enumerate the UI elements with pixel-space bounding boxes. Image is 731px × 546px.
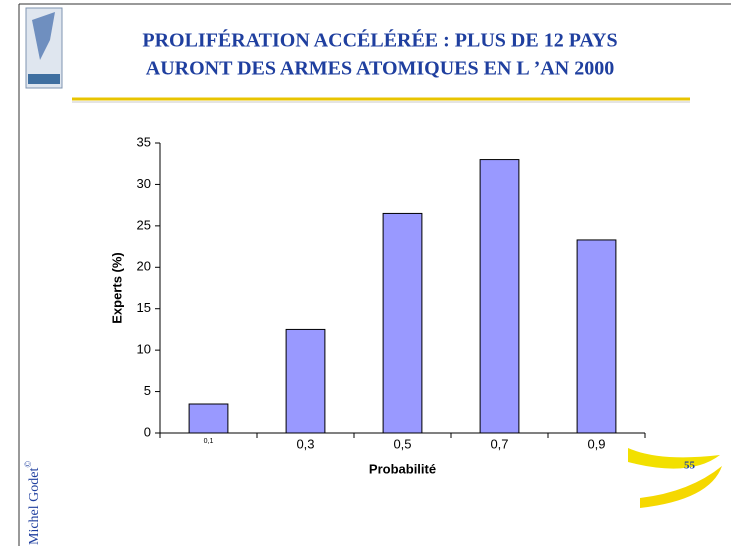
title-line: PROLIFÉRATION ACCÉLÉRÉE : PLUS DE 12 PAY… (142, 29, 617, 52)
author: Michel Godet© (23, 461, 42, 545)
y-tick-label: 5 (144, 383, 151, 398)
bar (576, 239, 617, 434)
x-tick-label: 0,5 (393, 436, 411, 451)
y-tick-label: 20 (137, 259, 151, 274)
y-tick-label: 35 (137, 134, 151, 149)
bar (479, 159, 520, 434)
y-tick-label: 25 (137, 217, 151, 232)
title-line: AURONT DES ARMES ATOMIQUES EN L ’AN 2000 (146, 58, 614, 80)
page-number: 55 (684, 460, 696, 472)
bar (188, 403, 229, 434)
page-logo: 55 (628, 448, 722, 508)
bar (382, 212, 423, 434)
y-tick-label: 0 (144, 424, 151, 439)
x-tick-label: 0,1 (204, 438, 214, 445)
x-tick-label: 0,3 (296, 436, 314, 451)
bar (285, 328, 326, 434)
copyright: © (23, 461, 33, 468)
x-tick-label: 0,7 (490, 436, 508, 451)
author-name: Michel Godet (27, 468, 42, 545)
plot: 0 5 10 15 20 25 30 35 0,1 0,3 0,5 0,7 0,9 Probabilité… (109, 134, 646, 476)
y-tick-label: 10 (137, 342, 151, 357)
x-tick-label: 0,9 (587, 436, 605, 451)
x-axis-title: Probabilité (369, 461, 436, 476)
y-tick-label: 15 (137, 300, 151, 315)
y-axis-title: Experts (%) (109, 252, 124, 324)
logo (25, 7, 63, 89)
y-tick-label: 30 (137, 176, 151, 191)
